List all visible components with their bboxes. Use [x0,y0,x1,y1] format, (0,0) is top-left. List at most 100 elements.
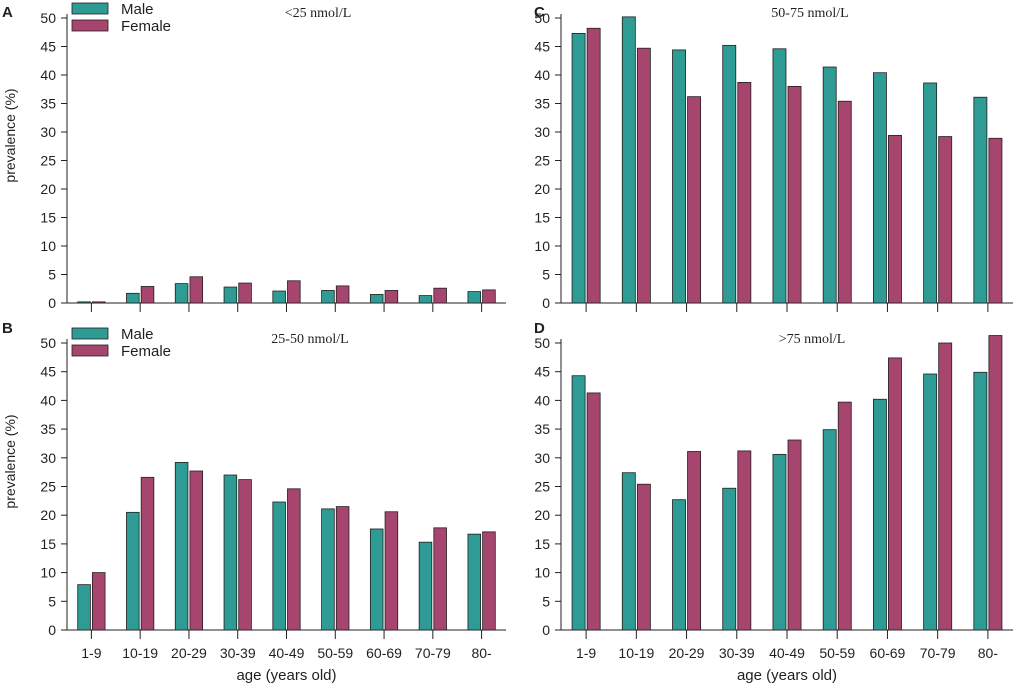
y-tick-label: 0 [542,295,550,311]
y-tick-label: 35 [534,421,550,437]
x-axis-label: age (years old) [737,667,837,684]
bar-female-20-29 [189,470,204,631]
bar-female-20-29 [189,276,204,304]
y-tick-label: 20 [534,181,550,197]
bar-male-50-59 [822,66,837,304]
panel-letter: D [534,320,545,337]
y-tick-label: 5 [542,593,550,609]
bar-female-30-39 [238,479,252,631]
bar-male-80- [467,291,482,304]
bar-female-10-19 [636,47,651,304]
y-tick-label: 45 [534,39,550,55]
legend-label-male: Male [121,1,154,18]
bar-male-30-39 [223,474,238,631]
bar-female-40-49 [787,86,802,304]
y-tick-label: 35 [40,96,56,112]
panel-title: <25 nmol/L [285,6,352,21]
bar-male-1-9 [571,32,586,304]
y-tick-label: 0 [48,295,56,311]
bar-female-50-59 [335,506,350,631]
bar-female-40-49 [787,439,802,631]
bar-male-60-69 [369,528,384,631]
bar-female-70-79 [938,136,953,304]
y-tick-label: 10 [534,565,550,581]
y-tick-label: 20 [534,507,550,523]
bar-female-30-39 [737,450,752,631]
bar-female-1-9 [91,301,106,304]
panel-title: 25-50 nmol/L [271,332,348,347]
bar-male-30-39 [722,44,737,304]
panel-d: 0 5 10 15 20 25 30 35 40 45 50 1-9 10-19 20-29 30-39 40… [534,320,1013,684]
bar-female-60-69 [888,357,902,631]
y-tick-label: 15 [40,536,56,552]
bar-female-50-59 [837,100,852,304]
x-tick-label: 80- [471,645,492,661]
x-tick-label: 20-29 [669,645,705,661]
bar-male-60-69 [369,294,384,304]
x-tick-label: 70-79 [415,645,451,661]
bar-female-80- [482,531,496,631]
bar-male-20-29 [174,283,189,304]
bar-male-40-49 [772,48,787,304]
bar-female-40-49 [287,488,301,631]
y-tick-label: 40 [40,67,56,83]
y-axis-label: prevalence (%) [2,88,18,182]
y-tick-label: 15 [40,210,56,226]
y-tick-label: 25 [40,479,56,495]
bar-male-80- [467,533,482,631]
x-tick-label: 60-69 [366,645,402,661]
bar-female-60-69 [888,135,902,304]
x-tick-label: 1-9 [81,645,101,661]
bar-male-1-9 [77,584,91,631]
x-tick-label: 70-79 [920,645,956,661]
y-tick-label: 5 [48,593,56,609]
legend-label-female: Female [121,343,171,360]
y-tick-label: 25 [40,153,56,169]
x-tick-label: 30-39 [220,645,256,661]
bar-male-20-29 [672,499,686,631]
y-tick-label: 35 [534,96,550,112]
y-tick-label: 25 [534,479,550,495]
bar-male-10-19 [621,16,636,304]
legend-swatch-female [71,19,109,32]
legend-swatch-male [71,327,109,340]
bar-female-1-9 [91,572,106,631]
bar-female-1-9 [586,392,601,631]
bar-male-50-59 [321,508,335,631]
panel-title: 50-75 nmol/L [771,6,848,21]
bar-female-20-29 [687,451,702,631]
bar-male-50-59 [321,290,335,304]
y-axis-label: prevalence (%) [2,414,18,508]
y-tick-label: 50 [40,335,56,351]
y-tick-label: 30 [40,124,56,140]
bar-female-80- [988,137,1003,304]
y-tick-label: 50 [40,10,56,26]
x-tick-label: 50-59 [317,645,353,661]
bar-male-70-79 [418,541,433,631]
bar-female-60-69 [384,511,399,631]
bar-male-10-19 [621,472,636,631]
x-axis-label: age (years old) [236,667,336,684]
bar-male-10-19 [126,511,140,631]
bar-male-40-49 [772,453,787,631]
x-tick-label: 30-39 [719,645,755,661]
y-tick-label: 10 [40,565,56,581]
panel-title: >75 nmol/L [779,332,846,347]
bar-male-30-39 [223,286,238,304]
x-tick-label: 60-69 [870,645,906,661]
x-tick-label: 80- [978,645,999,661]
y-tick-label: 50 [534,10,550,26]
panel-letter: A [2,4,13,21]
bar-male-70-79 [923,373,938,631]
y-tick-label: 40 [534,392,550,408]
y-tick-label: 40 [40,392,56,408]
panel-letter: B [2,320,13,337]
bar-male-70-79 [418,295,433,304]
bar-male-20-29 [174,461,189,631]
panel-letter: C [534,4,545,21]
legend-swatch-female [71,344,109,357]
y-tick-label: 10 [534,238,550,254]
x-tick-label: 1-9 [576,645,596,661]
y-tick-label: 50 [534,335,550,351]
bar-male-60-69 [872,398,887,631]
